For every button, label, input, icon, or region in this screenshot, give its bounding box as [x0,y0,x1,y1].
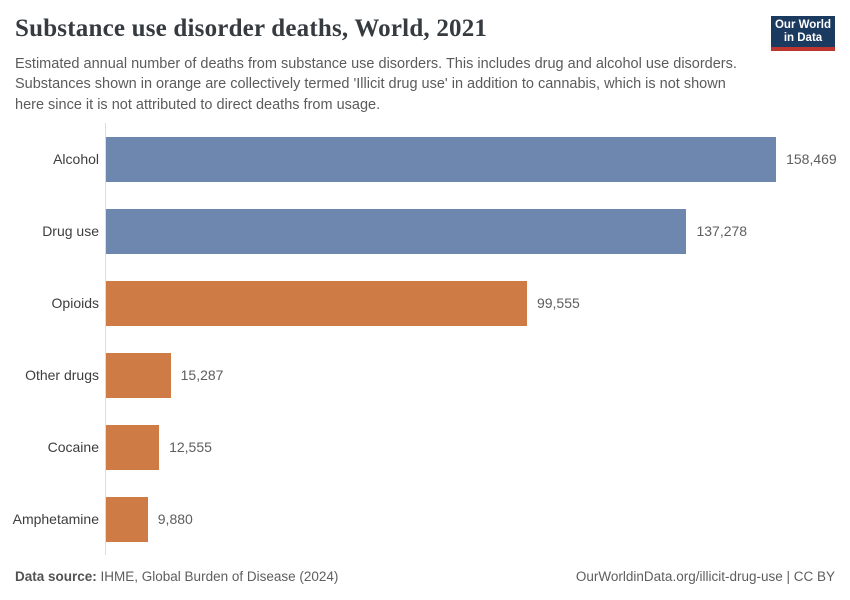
value-label: 137,278 [696,223,748,239]
bar-track: 12,555 [105,411,846,483]
bar-track: 137,278 [105,195,846,267]
bar[interactable] [106,496,148,542]
value-label: 15,287 [180,367,224,383]
category-label: Cocaine [47,439,99,455]
owid-logo-line1: Our World [774,18,831,31]
bar-track: 99,555 [105,267,846,339]
data-source-value: IHME, Global Burden of Disease (2024) [96,569,339,584]
chart-row: Alcohol 158,469 [0,123,846,195]
category-label: Drug use [42,223,99,239]
chart-subtitle: Estimated annual number of deaths from s… [15,55,737,114]
category-label: Other drugs [25,367,99,383]
chart-title: Substance use disorder deaths, World, 20… [15,15,488,42]
value-label: 12,555 [169,439,212,455]
bar-track: 158,469 [105,123,846,195]
value-label: 9,880 [157,511,193,527]
bar[interactable] [106,136,777,182]
chart-row: Drug use 137,278 [0,195,846,267]
category-label: Opioids [51,295,99,311]
category-label: Alcohol [53,151,99,167]
bar[interactable] [106,352,171,398]
bar-track: 9,880 [105,483,846,555]
data-source-label: Data source: [15,569,97,584]
chart-row: Cocaine 12,555 [0,411,846,483]
bar-chart: Alcohol 158,469 Drug use 137,278 Opioids 99,5… [0,123,846,555]
owid-logo[interactable]: Our World in Data [771,16,835,51]
value-label: 158,469 [786,151,837,167]
bar-track: 15,287 [105,339,846,411]
chart-footer: Data source: IHME, Global Burden of Dise… [15,569,835,584]
chart-header: Substance use disorder deaths, World, 20… [15,15,835,116]
bar[interactable] [106,424,160,470]
chart-row: Amphetamine 9,880 [0,483,846,555]
owid-logo-line2: in Data [783,31,823,44]
bar[interactable] [106,208,687,254]
chart-row: Other drugs 15,287 [0,339,846,411]
value-label: 99,555 [536,295,580,311]
chart-row: Opioids 99,555 [0,267,846,339]
data-source-note: Data source: IHME, Global Burden of Dise… [15,569,338,584]
credit-link[interactable]: OurWorldinData.org/illicit-drug-use | CC… [575,569,835,584]
category-label: Amphetamine [12,511,99,527]
bar[interactable] [106,280,527,326]
